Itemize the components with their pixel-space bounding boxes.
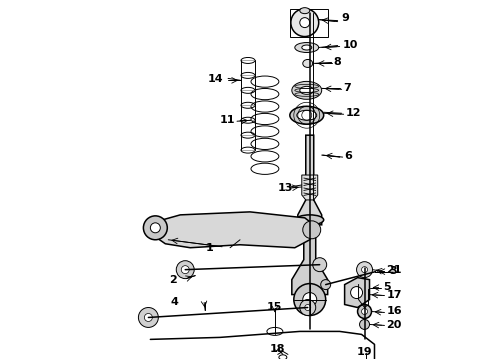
Text: 12: 12 <box>345 108 361 118</box>
Ellipse shape <box>303 59 313 67</box>
Text: 21: 21 <box>387 265 402 275</box>
Circle shape <box>150 223 160 233</box>
Text: 16: 16 <box>387 306 402 316</box>
Text: 19: 19 <box>357 347 372 357</box>
Text: 3: 3 <box>390 266 397 276</box>
Ellipse shape <box>295 42 319 53</box>
Text: 17: 17 <box>387 289 402 300</box>
Circle shape <box>350 287 363 298</box>
Circle shape <box>360 319 369 329</box>
Text: 10: 10 <box>343 40 358 50</box>
Circle shape <box>300 18 310 28</box>
Circle shape <box>358 305 371 319</box>
Circle shape <box>305 305 311 310</box>
Circle shape <box>138 307 158 328</box>
Circle shape <box>313 258 327 272</box>
Text: 11: 11 <box>220 115 236 125</box>
Text: 8: 8 <box>334 58 342 67</box>
Text: 7: 7 <box>343 84 351 93</box>
Polygon shape <box>344 278 369 307</box>
Ellipse shape <box>292 81 322 99</box>
Circle shape <box>181 266 189 274</box>
Polygon shape <box>302 175 318 200</box>
Circle shape <box>362 309 368 315</box>
Bar <box>290 9 328 37</box>
Text: 18: 18 <box>270 345 285 354</box>
Circle shape <box>303 293 317 306</box>
Ellipse shape <box>302 45 312 50</box>
Circle shape <box>300 300 316 315</box>
Text: 4: 4 <box>171 297 178 306</box>
Ellipse shape <box>297 110 317 120</box>
Circle shape <box>145 314 152 321</box>
Polygon shape <box>298 135 322 225</box>
Polygon shape <box>152 212 318 248</box>
Polygon shape <box>292 225 328 294</box>
Text: 2: 2 <box>169 275 177 285</box>
Text: 15: 15 <box>267 302 282 311</box>
Text: 20: 20 <box>387 320 402 330</box>
Circle shape <box>144 216 167 240</box>
Circle shape <box>294 284 326 315</box>
Circle shape <box>357 262 372 278</box>
Circle shape <box>303 221 321 239</box>
Circle shape <box>362 267 368 273</box>
Circle shape <box>176 261 194 279</box>
Circle shape <box>321 280 331 289</box>
Text: 1: 1 <box>206 243 214 253</box>
Text: 6: 6 <box>344 151 352 161</box>
Ellipse shape <box>290 106 324 124</box>
Circle shape <box>291 9 318 37</box>
Ellipse shape <box>296 215 324 225</box>
Text: 14: 14 <box>208 75 224 84</box>
Text: 5: 5 <box>384 282 391 292</box>
Ellipse shape <box>300 86 314 94</box>
Ellipse shape <box>300 8 310 14</box>
Text: 9: 9 <box>342 13 349 23</box>
Text: 13: 13 <box>278 183 293 193</box>
